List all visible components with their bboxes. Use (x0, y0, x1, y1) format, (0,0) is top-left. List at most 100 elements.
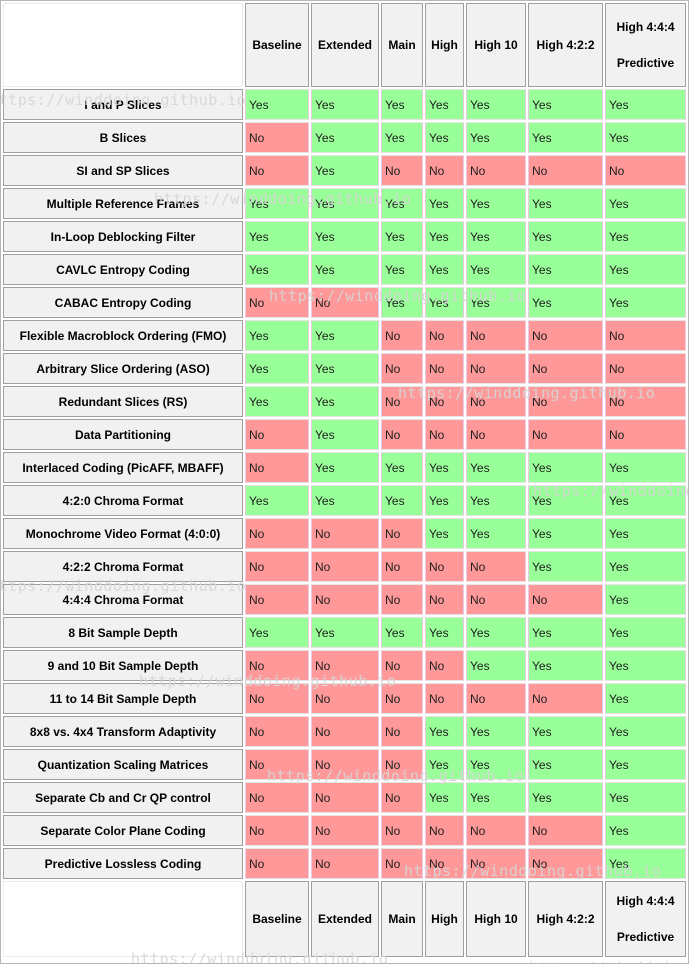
table-row: Data Partitioning No Yes No No No No No (3, 419, 686, 450)
table-row: Predictive Lossless Coding No No No No No No Ye… (3, 848, 686, 879)
value-cell: Yes (425, 485, 464, 516)
value-cell: Yes (605, 782, 686, 813)
value-cell: No (311, 287, 379, 318)
value-cell: Yes (381, 485, 423, 516)
value-cell: No (381, 386, 423, 417)
table-row: 4:2:2 Chroma Format No No No No No Yes Yes (3, 551, 686, 582)
value-cell: Yes (466, 716, 526, 747)
table-row: 11 to 14 Bit Sample Depth No No No No No No Yes (3, 683, 686, 714)
value-cell: Yes (425, 518, 464, 549)
value-cell: Yes (245, 485, 309, 516)
value-cell: Yes (245, 386, 309, 417)
value-cell: Yes (528, 221, 603, 252)
table-row: Multiple Reference Frames Yes Yes Yes Yes Yes… (3, 188, 686, 219)
value-cell: No (311, 650, 379, 681)
value-cell: Yes (381, 287, 423, 318)
value-cell: No (605, 353, 686, 384)
value-cell: No (528, 848, 603, 879)
value-cell: Yes (425, 89, 464, 120)
value-cell: Yes (466, 221, 526, 252)
column-footer-high-4-4-4-predictive: High 4:4:4 Predictive (605, 881, 686, 957)
value-cell: No (245, 815, 309, 846)
value-cell: Yes (466, 485, 526, 516)
value-cell: Yes (245, 320, 309, 351)
value-cell: No (528, 320, 603, 351)
table-row: 8 Bit Sample Depth Yes Yes Yes Yes Yes Yes Yes (3, 617, 686, 648)
header-corner-cell (3, 3, 243, 87)
value-cell: No (381, 320, 423, 351)
value-cell: No (381, 650, 423, 681)
value-cell: Yes (425, 452, 464, 483)
value-cell: Yes (311, 485, 379, 516)
table-row: In-Loop Deblocking Filter Yes Yes Yes Yes Yes… (3, 221, 686, 252)
value-cell: Yes (528, 749, 603, 780)
value-cell: Yes (605, 188, 686, 219)
footer-row: Baseline Extended Main High High 10 High 4:2:… (3, 881, 686, 957)
value-cell: No (466, 683, 526, 714)
table-row: 4:4:4 Chroma Format No No No No No No Yes (3, 584, 686, 615)
value-cell: Yes (605, 551, 686, 582)
value-cell: No (466, 419, 526, 450)
value-cell: No (245, 155, 309, 186)
value-cell: No (311, 782, 379, 813)
value-cell: Yes (425, 617, 464, 648)
value-cell: Yes (528, 650, 603, 681)
value-cell: Yes (605, 848, 686, 879)
value-cell: Yes (528, 551, 603, 582)
value-cell: Yes (605, 518, 686, 549)
value-cell: Yes (605, 650, 686, 681)
value-cell: Yes (311, 452, 379, 483)
value-cell: No (466, 848, 526, 879)
value-cell: No (381, 716, 423, 747)
value-cell: No (528, 386, 603, 417)
value-cell: Yes (425, 122, 464, 153)
value-cell: Yes (528, 452, 603, 483)
value-cell: Yes (245, 254, 309, 285)
value-cell: No (425, 683, 464, 714)
value-cell: No (381, 848, 423, 879)
value-cell: No (245, 650, 309, 681)
value-cell: Yes (466, 188, 526, 219)
feature-label-predictive-lossless-coding: Predictive Lossless Coding (3, 848, 243, 879)
value-cell: Yes (425, 716, 464, 747)
table-row: Monochrome Video Format (4:0:0) No No No Yes… (3, 518, 686, 549)
value-cell: No (245, 848, 309, 879)
value-cell: Yes (381, 254, 423, 285)
value-cell: No (528, 584, 603, 615)
table-row: CAVLC Entropy Coding Yes Yes Yes Yes Yes Yes Ye… (3, 254, 686, 285)
value-cell: No (381, 353, 423, 384)
value-cell: Yes (381, 221, 423, 252)
header-row: Baseline Extended Main High High 10 High 4:2:… (3, 3, 686, 87)
value-cell: No (528, 815, 603, 846)
value-cell: Yes (381, 122, 423, 153)
value-cell: Yes (245, 89, 309, 120)
table-row: Separate Color Plane Coding No No No No No No Y… (3, 815, 686, 846)
value-cell: Yes (605, 254, 686, 285)
value-cell: Yes (311, 386, 379, 417)
footer-corner-cell (3, 881, 243, 957)
value-cell: Yes (311, 617, 379, 648)
value-cell: No (381, 584, 423, 615)
value-cell: Yes (311, 353, 379, 384)
value-cell: No (425, 155, 464, 186)
column-footer-high-10: High 10 (466, 881, 526, 957)
value-cell: Yes (528, 89, 603, 120)
feature-label-data-partitioning: Data Partitioning (3, 419, 243, 450)
feature-label-si-and-sp-slices: SI and SP Slices (3, 155, 243, 186)
feature-label-8-bit-sample-depth: 8 Bit Sample Depth (3, 617, 243, 648)
value-cell: No (466, 584, 526, 615)
value-cell: No (311, 815, 379, 846)
value-cell: Yes (311, 122, 379, 153)
feature-label-flexible-macroblock-ordering-fmo: Flexible Macroblock Ordering (FMO) (3, 320, 243, 351)
value-cell: Yes (425, 749, 464, 780)
table-row: B Slices No Yes Yes Yes Yes Yes Yes (3, 122, 686, 153)
value-cell: Yes (245, 353, 309, 384)
value-cell: Yes (605, 287, 686, 318)
table-row: 8x8 vs. 4x4 Transform Adaptivity No No No Ye… (3, 716, 686, 747)
feature-label-4-4-4-chroma-format: 4:4:4 Chroma Format (3, 584, 243, 615)
table-row: Flexible Macroblock Ordering (FMO) Yes Yes… (3, 320, 686, 351)
table-row: 9 and 10 Bit Sample Depth No No No No Yes Yes Y… (3, 650, 686, 681)
value-cell: Yes (466, 650, 526, 681)
value-cell: Yes (605, 89, 686, 120)
value-cell: Yes (425, 188, 464, 219)
